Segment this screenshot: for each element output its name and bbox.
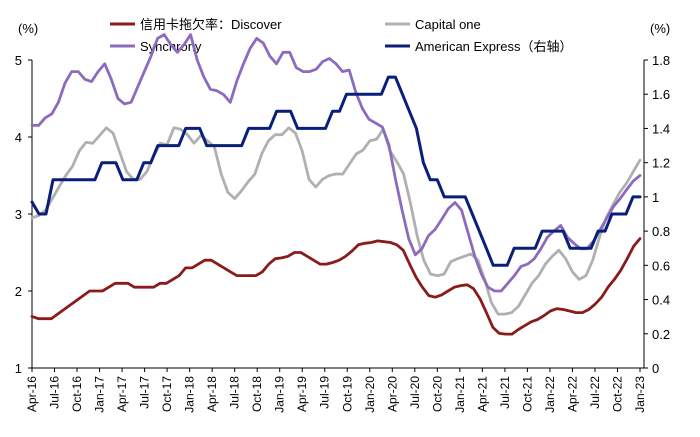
- x-tick-label: Oct-22: [610, 376, 624, 412]
- x-tick-label: Oct-19: [340, 376, 354, 412]
- right-tick-label: 0.4: [652, 293, 670, 308]
- x-tick-label: Oct-18: [250, 376, 264, 412]
- left-tick-label: 2: [15, 284, 22, 299]
- series-line-american-express: [30, 75, 642, 267]
- right-tick-label: 1: [652, 190, 659, 205]
- x-tick-label: Apr-22: [565, 376, 579, 412]
- x-tick-label: Apr-16: [25, 376, 39, 412]
- x-tick-label: Oct-17: [160, 376, 174, 412]
- left-tick-label: 1: [15, 361, 22, 376]
- x-tick-label: Jul-19: [318, 376, 332, 409]
- right-tick-label: 0.8: [652, 224, 670, 239]
- x-tick-label: Apr-17: [115, 376, 129, 412]
- right-tick-label: 1.8: [652, 53, 670, 68]
- x-tick-label: Jul-20: [408, 376, 422, 409]
- x-tick-label: Jul-18: [228, 376, 242, 409]
- right-tick-label: 0.6: [652, 258, 670, 273]
- right-axis-unit: (%): [650, 21, 670, 36]
- legend-label-discover: 信用卡拖欠率：Discover: [140, 17, 282, 32]
- right-tick-label: 0: [652, 361, 659, 376]
- x-tick-label: Jan-20: [363, 376, 377, 413]
- x-tick-label: Jan-18: [183, 376, 197, 413]
- x-tick-label: Jul-16: [48, 376, 62, 409]
- series-line-capital-one: [30, 126, 642, 316]
- right-tick-label: 1.6: [652, 87, 670, 102]
- legend-label-capital-one: Capital one: [415, 17, 481, 32]
- right-tick-label: 1.4: [652, 121, 670, 136]
- x-tick-label: Jan-19: [273, 376, 287, 413]
- x-tick-label: Jul-22: [588, 376, 602, 409]
- axes: 1 2 3 4 5 0 0.2 0.4 0.6 0.8 1 1.2 1.4 1.6 1.8 Apr-16 Jul…: [15, 53, 670, 413]
- right-tick-label: 0.2: [652, 327, 670, 342]
- x-tick-label: Oct-21: [520, 376, 534, 412]
- right-tick-label: 1.2: [652, 156, 670, 171]
- x-tick-label: Oct-16: [70, 376, 84, 412]
- x-tick-label: Jan-23: [633, 376, 647, 413]
- x-tick-label: Apr-18: [205, 376, 219, 412]
- x-tick-label: Apr-19: [295, 376, 309, 412]
- x-tick-label: Jan-22: [543, 376, 557, 413]
- series-layer: [30, 33, 642, 336]
- series-line-synchrony: [30, 33, 642, 293]
- left-tick-label: 4: [15, 130, 22, 145]
- x-tick-label: Apr-20: [385, 376, 399, 412]
- left-tick-label: 5: [15, 53, 22, 68]
- left-tick-label: 3: [15, 207, 22, 222]
- legend: 信用卡拖欠率：Discover Capital one Synchrony Am…: [110, 17, 572, 54]
- x-tick-label: Jul-17: [138, 376, 152, 409]
- x-tick-label: Oct-20: [430, 376, 444, 412]
- left-axis-unit: (%): [18, 21, 38, 36]
- x-tick-label: Jan-21: [453, 376, 467, 413]
- series-line-discover: [30, 237, 642, 336]
- x-tick-label: Apr-21: [475, 376, 489, 412]
- x-tick-label: Jul-21: [498, 376, 512, 409]
- legend-label-american-express: American Express（右轴）: [415, 39, 572, 54]
- x-tick-label: Jan-17: [93, 376, 107, 413]
